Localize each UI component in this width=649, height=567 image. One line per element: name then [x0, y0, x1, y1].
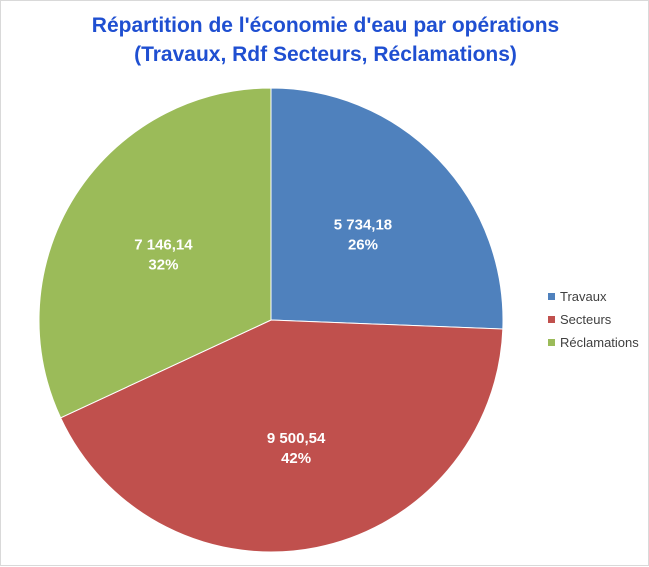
pie-slice-travaux	[270, 87, 504, 330]
chart-legend: Travaux Secteurs Réclamations	[548, 285, 639, 354]
legend-swatch-reclamations	[548, 339, 555, 346]
chart-title: Répartition de l'économie d'eau par opér…	[91, 14, 560, 37]
legend-item-travaux: Travaux	[548, 285, 639, 308]
legend-swatch-secteurs	[548, 316, 555, 323]
chart-title-block: Répartition de l'économie d'eau par opér…	[1, 11, 649, 69]
data-label-value-reclamations: 7 146,14	[134, 236, 193, 253]
data-label-percent-secteurs: 42%	[281, 450, 311, 467]
legend-item-reclamations: Réclamations	[548, 331, 639, 354]
data-label-percent-travaux: 26%	[348, 237, 378, 254]
chart-subtitle: (Travaux, Rdf Secteurs, Réclamations)	[134, 43, 517, 66]
legend-swatch-travaux	[548, 293, 555, 300]
data-label-value-secteurs: 9 500,54	[267, 430, 326, 447]
legend-item-secteurs: Secteurs	[548, 308, 639, 331]
legend-label-travaux: Travaux	[560, 289, 607, 304]
legend-label-secteurs: Secteurs	[560, 312, 612, 327]
pie-slice-secteurs	[59, 319, 504, 553]
legend-label-reclamations: Réclamations	[560, 335, 639, 350]
data-label-value-travaux: 5 734,18	[334, 217, 392, 234]
pie-slice-reclamations	[38, 87, 272, 419]
data-label-percent-reclamations: 32%	[148, 256, 178, 273]
